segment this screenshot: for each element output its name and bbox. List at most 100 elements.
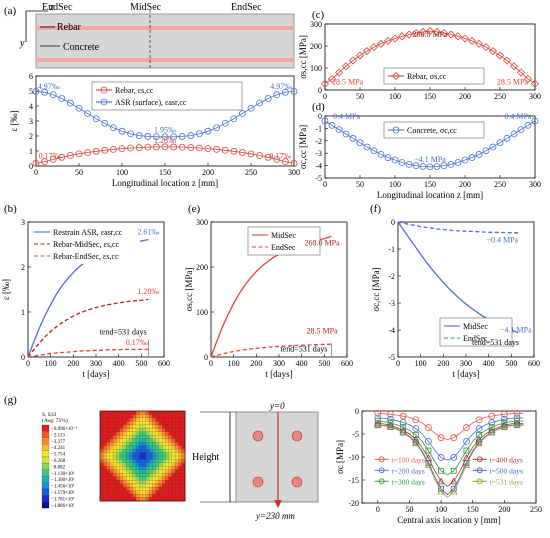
contour-cell <box>168 466 173 471</box>
colorbar-cell <box>41 437 50 445</box>
contour-cell <box>113 494 117 498</box>
contour-cell <box>165 487 169 491</box>
x-axis-label: Longitudinal location z [mm] <box>377 190 483 200</box>
contour-cell <box>119 487 124 491</box>
data-point <box>273 155 281 163</box>
contour-cell <box>162 431 166 436</box>
data-point <box>399 428 407 436</box>
contour-cell <box>129 459 133 464</box>
contour-cell <box>99 473 104 478</box>
contour-cell <box>175 487 179 491</box>
cross-section-schematic: y=0 y=230 mm Height <box>192 401 319 521</box>
x-tick-label: 150 <box>159 168 171 177</box>
legend-label: Rebar, σs,cc <box>407 72 447 81</box>
contour-cell <box>113 410 117 415</box>
contour-cell <box>171 421 176 426</box>
contour-cell <box>162 487 166 491</box>
x-tick-label: 200 <box>498 505 510 514</box>
legend-marker <box>100 86 108 94</box>
contour-cell <box>119 483 124 488</box>
data-point <box>101 119 109 127</box>
data-point <box>328 121 336 129</box>
contour-cell <box>155 473 160 478</box>
contour-cell <box>178 421 183 426</box>
section-y230-label: y=230 mm <box>255 511 295 521</box>
contour-cell <box>135 459 140 464</box>
contour-cell <box>129 431 133 436</box>
contour-cell <box>132 487 137 491</box>
y-tick-label: 0 <box>391 218 395 227</box>
contour-cell <box>152 483 156 488</box>
colorbar-cell <box>41 450 50 458</box>
data-point <box>127 130 135 138</box>
contour-cell <box>175 483 179 488</box>
data-point <box>161 133 169 141</box>
annotation-rebar-mid: 268.0 MPa <box>412 30 448 39</box>
data-point <box>437 454 445 461</box>
contour-cell <box>126 480 130 484</box>
contour-cell <box>132 417 137 422</box>
contour-cell <box>99 414 104 419</box>
legend-box <box>247 226 321 256</box>
data-point <box>524 121 532 129</box>
contour-cell <box>145 424 150 429</box>
contour-cell <box>109 476 114 481</box>
x-tick-label: 500 <box>135 359 147 368</box>
height-label: Height <box>192 452 219 463</box>
contour-cell <box>175 462 179 467</box>
contour-cell <box>142 438 147 443</box>
contour-cell <box>135 442 140 446</box>
contour-cell <box>99 424 104 429</box>
contour-cell <box>116 469 120 474</box>
contour-cell <box>152 459 156 464</box>
contour-cell <box>103 476 107 481</box>
y-tick-label: 3 <box>21 218 25 227</box>
contour-cell <box>116 480 120 484</box>
contour-cell <box>165 469 169 474</box>
x-tick-label: 50 <box>405 505 413 514</box>
contour-cell <box>175 424 179 429</box>
contour-cell <box>165 480 169 484</box>
data-point <box>230 115 238 123</box>
contour-cell <box>106 424 111 429</box>
contour-cell <box>116 487 120 491</box>
colorbar-level: −6.268 <box>51 459 66 464</box>
contour-cell <box>158 410 163 415</box>
contour-cell <box>109 438 114 443</box>
legend-label: MidSec <box>463 322 488 331</box>
contour-cell <box>148 438 153 443</box>
contour-cell <box>165 445 169 450</box>
contour-cell <box>122 449 127 453</box>
contour-cell <box>142 469 147 474</box>
contour-cell <box>142 452 147 457</box>
data-point <box>475 425 483 432</box>
contour-cell <box>122 445 127 450</box>
contour-cell <box>171 466 176 471</box>
data-point <box>517 126 525 134</box>
legend-marker <box>476 478 483 485</box>
contour-cell <box>181 421 186 426</box>
x-tick-label: 100 <box>435 505 447 514</box>
data-point <box>135 144 143 151</box>
data-point <box>264 95 272 102</box>
contour-cell <box>165 449 169 453</box>
contour-cell <box>148 452 153 457</box>
contour-cell <box>135 452 140 457</box>
contour-cell <box>142 445 147 450</box>
contour-cell <box>145 494 150 498</box>
contour-cell <box>113 497 117 502</box>
contour-cell <box>139 414 143 419</box>
contour-cell <box>171 459 176 464</box>
y-tick-label: -4 <box>315 162 322 171</box>
data-point <box>468 154 476 161</box>
contour-cell <box>158 421 163 426</box>
contour-cell <box>109 442 114 446</box>
y-tick-label: -1 <box>388 245 395 254</box>
data-point <box>334 68 344 77</box>
annotation-endsec: 28.5 MPa <box>307 327 339 336</box>
colorbar-level: −4.241 <box>51 446 66 451</box>
contour-cell <box>175 455 179 460</box>
contour-cell <box>116 438 120 443</box>
contour-cell <box>152 469 156 474</box>
contour-cell <box>103 442 107 446</box>
